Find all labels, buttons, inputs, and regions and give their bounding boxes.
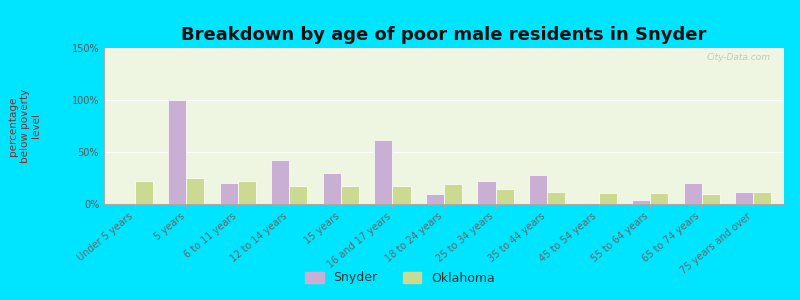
- Text: City-Data.com: City-Data.com: [706, 53, 770, 62]
- Bar: [683, 183, 702, 204]
- Bar: [478, 181, 495, 204]
- Bar: [220, 183, 238, 204]
- Bar: [632, 200, 650, 204]
- Bar: [598, 193, 617, 204]
- Bar: [323, 173, 341, 204]
- Bar: [168, 100, 186, 204]
- Bar: [290, 186, 307, 204]
- Bar: [135, 181, 153, 204]
- Text: percentage
below poverty
level: percentage below poverty level: [8, 89, 42, 163]
- Bar: [393, 186, 410, 204]
- Bar: [426, 194, 444, 204]
- Title: Breakdown by age of poor male residents in Snyder: Breakdown by age of poor male residents …: [182, 26, 706, 44]
- Bar: [735, 191, 753, 204]
- Bar: [547, 191, 565, 204]
- Bar: [186, 178, 205, 204]
- Legend: Snyder, Oklahoma: Snyder, Oklahoma: [298, 265, 502, 291]
- Bar: [341, 186, 359, 204]
- Bar: [238, 181, 256, 204]
- Bar: [650, 193, 668, 204]
- Bar: [374, 140, 393, 204]
- Bar: [271, 160, 290, 204]
- Bar: [753, 191, 771, 204]
- Bar: [495, 189, 514, 204]
- Bar: [529, 175, 547, 204]
- Bar: [702, 194, 720, 204]
- Bar: [444, 184, 462, 204]
